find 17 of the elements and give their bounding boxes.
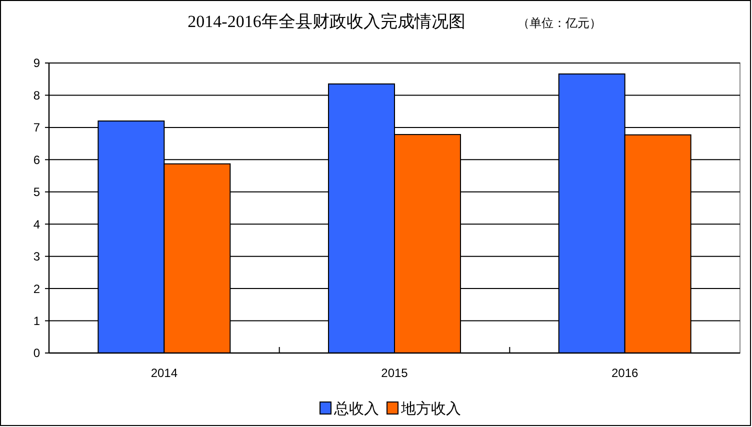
y-tick-label: 1	[33, 314, 40, 328]
chart-subtitle: （单位：亿元）	[517, 16, 602, 30]
y-tick-label: 8	[33, 88, 40, 102]
y-tick-label: 9	[33, 56, 40, 70]
x-tick-label: 2015	[381, 366, 408, 380]
y-tick-label: 3	[33, 250, 40, 264]
y-tick-label: 7	[33, 120, 40, 135]
legend-label: 总收入	[333, 400, 379, 418]
x-tick-label: 2014	[150, 366, 178, 380]
y-tick-label: 4	[33, 217, 40, 232]
y-tick-label: 5	[33, 185, 40, 200]
chart-title: 2014-2016年全县财政收入完成情况图	[188, 12, 466, 31]
y-tick-label: 6	[33, 152, 40, 167]
y-tick-label: 0	[33, 346, 40, 360]
x-tick-label: 2016	[611, 366, 639, 380]
legend-label: 地方收入	[400, 400, 461, 418]
y-tick-label: 2	[33, 282, 40, 296]
